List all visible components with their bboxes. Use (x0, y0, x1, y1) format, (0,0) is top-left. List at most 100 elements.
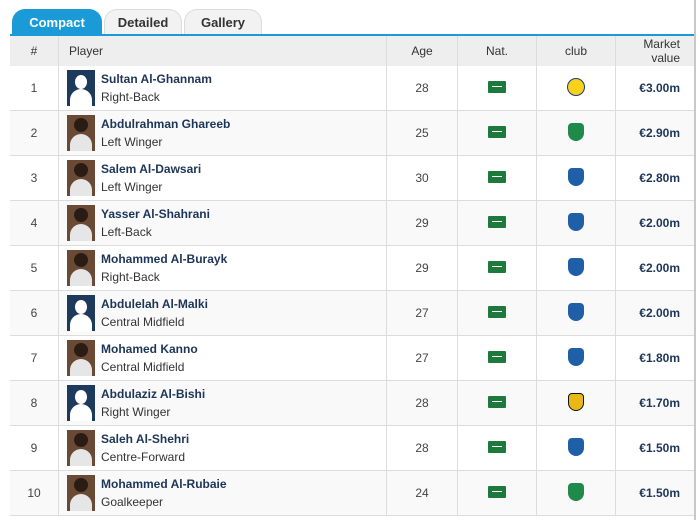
player-photo[interactable] (67, 295, 95, 331)
player-name-link[interactable]: Sultan Al-Ghannam (101, 72, 212, 86)
al-hilal-crest-icon[interactable] (568, 347, 584, 366)
column-header-nationality[interactable]: Nat. (457, 34, 537, 66)
panel-border (694, 0, 696, 520)
player-position: Right-Back (101, 90, 160, 104)
saudi-flag-icon[interactable] (488, 80, 506, 93)
club-cell (536, 245, 616, 291)
al-hilal-crest-icon[interactable] (568, 212, 584, 231)
table-row: 10 Mohammed Al-Rubaie Goalkeeper 24 €1.5… (10, 470, 696, 516)
market-value[interactable]: €1.50m (615, 470, 696, 516)
row-number: 3 (10, 155, 59, 201)
al-hilal-crest-icon[interactable] (568, 167, 584, 186)
market-value[interactable]: €2.80m (615, 155, 696, 201)
column-header-age[interactable]: Age (386, 34, 458, 66)
player-cell: Yasser Al-Shahrani Left-Back (58, 200, 387, 246)
saudi-flag-icon[interactable] (488, 485, 506, 498)
saudi-flag-icon[interactable] (488, 395, 506, 408)
club-cell (536, 335, 616, 381)
column-header-player[interactable]: Player (58, 34, 387, 66)
nationality-cell (457, 200, 537, 246)
market-value[interactable]: €2.00m (615, 290, 696, 336)
column-header-club[interactable]: club (536, 34, 616, 66)
player-age: 28 (386, 425, 458, 471)
al-ahli-crest-icon[interactable] (568, 482, 584, 501)
al-hilal-crest-icon[interactable] (568, 437, 584, 456)
row-number: 10 (10, 470, 59, 516)
saudi-flag-icon[interactable] (488, 305, 506, 318)
player-photo[interactable] (67, 475, 95, 511)
market-value[interactable]: €2.90m (615, 110, 696, 156)
player-position: Right-Back (101, 270, 160, 284)
nationality-cell (457, 245, 537, 291)
player-photo[interactable] (67, 430, 95, 466)
table-row: 3 Salem Al-Dawsari Left Winger 30 €2.80m (10, 155, 696, 201)
club-cell (536, 470, 616, 516)
saudi-flag-icon[interactable] (488, 215, 506, 228)
saudi-flag-icon[interactable] (488, 170, 506, 183)
saudi-flag-icon[interactable] (488, 260, 506, 273)
column-header-number[interactable]: # (10, 34, 59, 66)
row-number: 8 (10, 380, 59, 426)
player-photo[interactable] (67, 385, 95, 421)
row-number: 9 (10, 425, 59, 471)
player-name-link[interactable]: Abdulelah Al-Malki (101, 297, 208, 311)
player-photo[interactable] (67, 205, 95, 241)
club-cell (536, 66, 616, 111)
market-value[interactable]: €1.70m (615, 380, 696, 426)
player-name-link[interactable]: Salem Al-Dawsari (101, 162, 202, 176)
player-photo[interactable] (67, 340, 95, 376)
market-value[interactable]: €3.00m (615, 66, 696, 111)
saudi-flag-icon[interactable] (488, 440, 506, 453)
player-photo[interactable] (67, 160, 95, 196)
club-cell (536, 290, 616, 336)
column-header-market-value[interactable]: Market value (615, 34, 696, 66)
player-name-link[interactable]: Abdulrahman Ghareeb (101, 117, 231, 131)
table-row: 7 Mohamed Kanno Central Midfield 27 €1.8… (10, 335, 696, 381)
nationality-cell (457, 110, 537, 156)
table-row: 5 Mohammed Al-Burayk Right-Back 29 €2.00… (10, 245, 696, 291)
player-name-link[interactable]: Mohamed Kanno (101, 342, 198, 356)
saudi-flag-icon[interactable] (488, 350, 506, 363)
tab-detailed[interactable]: Detailed (104, 9, 182, 35)
player-name-link[interactable]: Mohammed Al-Burayk (101, 252, 228, 266)
market-value[interactable]: €1.50m (615, 425, 696, 471)
al-hilal-crest-icon[interactable] (568, 302, 584, 321)
player-name-link[interactable]: Abdulaziz Al-Bishi (101, 387, 206, 401)
player-name-link[interactable]: Mohammed Al-Rubaie (101, 477, 227, 491)
market-value[interactable]: €1.80m (615, 335, 696, 381)
nationality-cell (457, 425, 537, 471)
table-row: 9 Saleh Al-Shehri Centre-Forward 28 €1.5… (10, 425, 696, 471)
club-cell (536, 110, 616, 156)
tab-compact[interactable]: Compact (12, 9, 102, 35)
player-age: 28 (386, 380, 458, 426)
player-age: 24 (386, 470, 458, 516)
player-cell: Mohamed Kanno Central Midfield (58, 335, 387, 381)
row-number: 2 (10, 110, 59, 156)
market-value[interactable]: €2.00m (615, 245, 696, 291)
al-ahli-crest-icon[interactable] (568, 122, 584, 141)
saudi-flag-icon[interactable] (488, 125, 506, 138)
market-value[interactable]: €2.00m (615, 200, 696, 246)
al-nassr-crest-icon[interactable] (567, 77, 585, 96)
player-photo[interactable] (67, 70, 95, 106)
club-cell (536, 200, 616, 246)
al-hilal-crest-icon[interactable] (568, 257, 584, 276)
player-age: 30 (386, 155, 458, 201)
row-number: 6 (10, 290, 59, 336)
player-position: Central Midfield (101, 315, 185, 329)
player-name-link[interactable]: Yasser Al-Shahrani (101, 207, 210, 221)
player-position: Left-Back (101, 225, 152, 239)
nationality-cell (457, 155, 537, 201)
player-photo[interactable] (67, 250, 95, 286)
player-photo[interactable] (67, 115, 95, 151)
player-cell: Abdulelah Al-Malki Central Midfield (58, 290, 387, 336)
player-cell: Saleh Al-Shehri Centre-Forward (58, 425, 387, 471)
row-number: 4 (10, 200, 59, 246)
player-position: Left Winger (101, 135, 163, 149)
tab-gallery[interactable]: Gallery (184, 9, 262, 35)
al-ittihad-crest-icon[interactable] (568, 392, 584, 411)
player-position: Left Winger (101, 180, 163, 194)
player-cell: Abdulaziz Al-Bishi Right Winger (58, 380, 387, 426)
player-age: 27 (386, 290, 458, 336)
player-name-link[interactable]: Saleh Al-Shehri (101, 432, 190, 446)
